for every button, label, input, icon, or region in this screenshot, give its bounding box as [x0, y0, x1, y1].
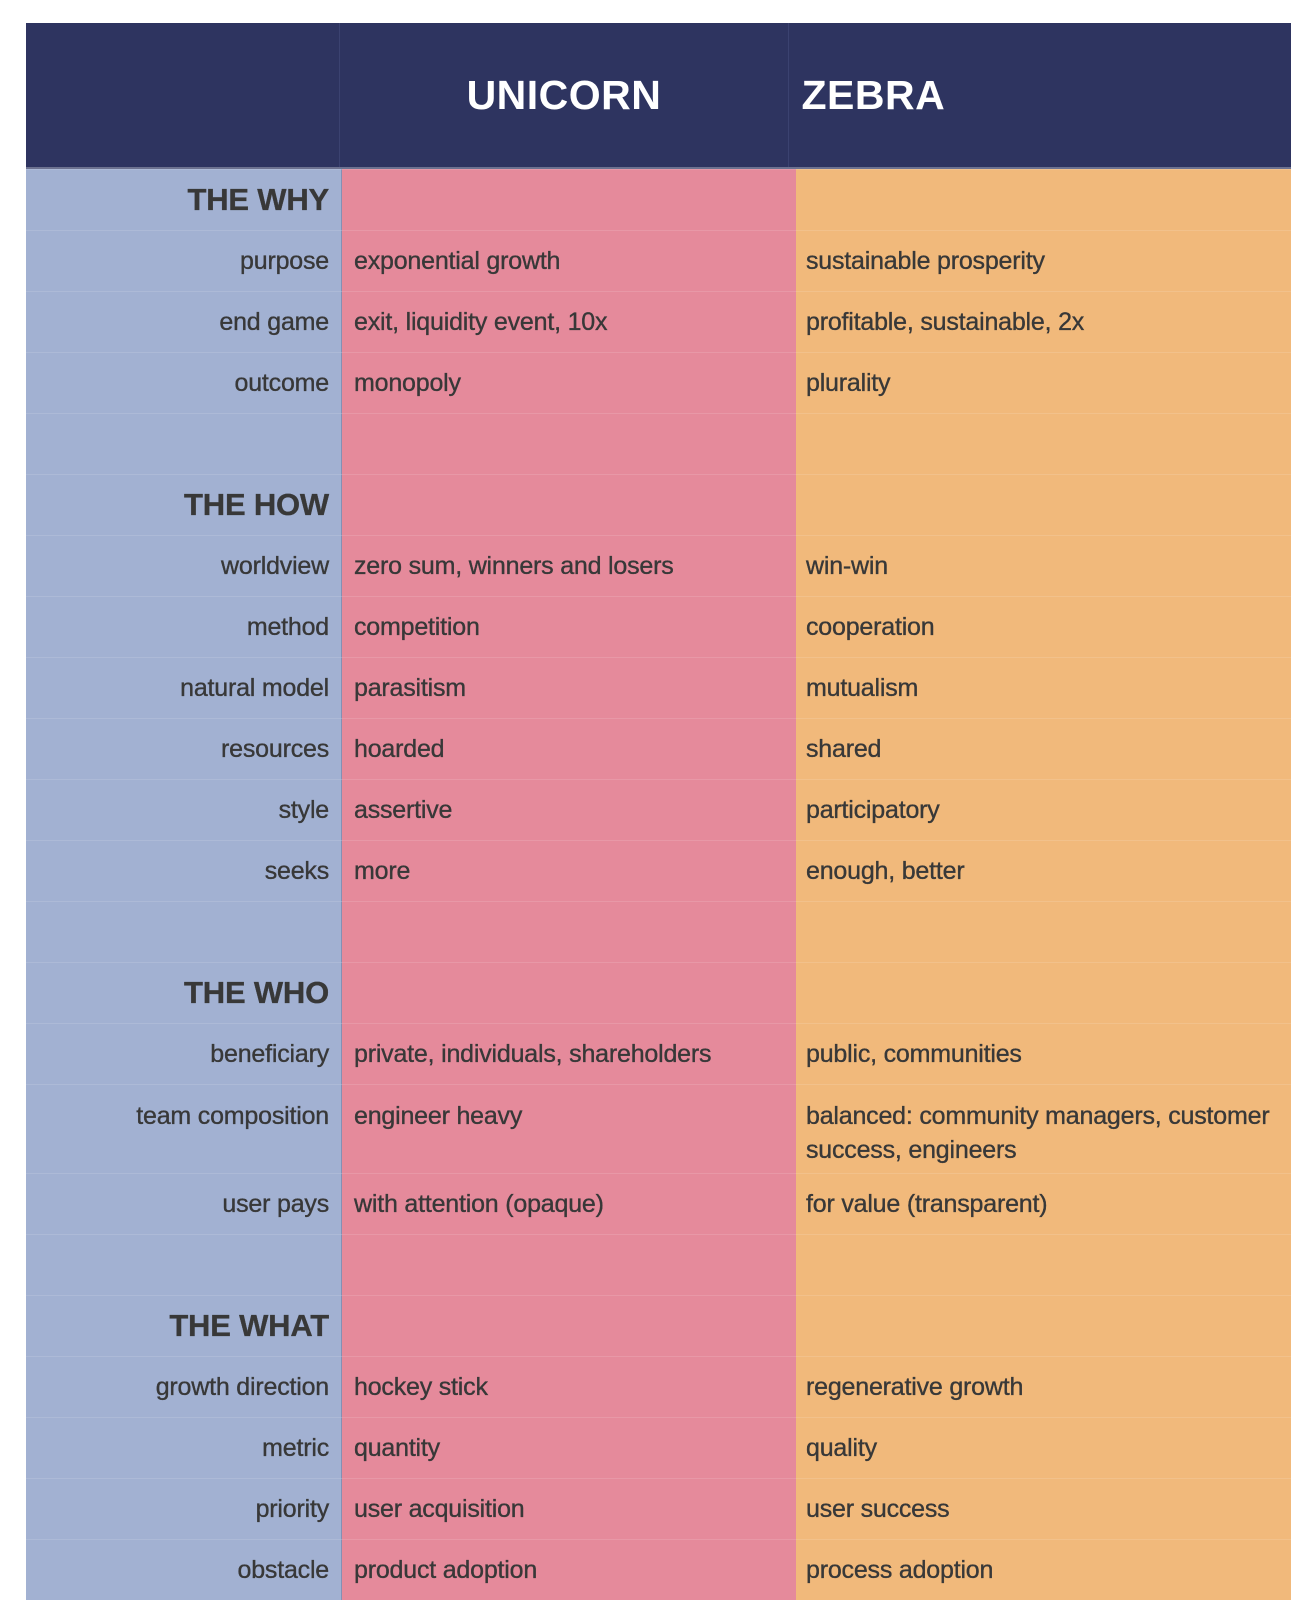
unicorn-cell: exit, liquidity event, 10x: [342, 291, 796, 352]
unicorn-cell: [342, 962, 796, 1023]
unicorn-cell: hoarded: [342, 718, 796, 779]
zebra-cell: balanced: community managers, customer s…: [796, 1084, 1291, 1173]
zebra-cell: for value (transparent): [796, 1173, 1291, 1234]
row-label: method: [26, 596, 342, 657]
row-label: THE HOW: [26, 474, 342, 535]
zebra-cell: [796, 413, 1291, 474]
section-header-row: THE WHAT: [26, 1295, 1291, 1356]
row-label: end game: [26, 291, 342, 352]
table-row: resources hoarded shared: [26, 718, 1291, 779]
row-label: [26, 413, 342, 474]
unicorn-cell: [342, 169, 796, 230]
zebra-cell: plurality: [796, 352, 1291, 413]
zebra-cell: profitable, sustainable, 2x: [796, 291, 1291, 352]
header-unicorn: UNICORN: [340, 23, 790, 167]
row-label: team composition: [26, 1084, 342, 1173]
table-row: style assertive participatory: [26, 779, 1291, 840]
table-row: purpose exponential growth sustainable pro…: [26, 230, 1291, 291]
unicorn-cell: with attention (opaque): [342, 1173, 796, 1234]
row-label: natural model: [26, 657, 342, 718]
zebra-cell: [796, 962, 1291, 1023]
section-header-row: THE HOW: [26, 474, 1291, 535]
zebra-cell: quality: [796, 1417, 1291, 1478]
row-label: seeks: [26, 840, 342, 901]
zebra-cell: sustainable prosperity: [796, 230, 1291, 291]
row-label: resources: [26, 718, 342, 779]
row-label: THE WHO: [26, 962, 342, 1023]
zebra-cell: mutualism: [796, 657, 1291, 718]
comparison-table: UNICORN ZEBRA THE WHY purpose exponential …: [26, 23, 1291, 1600]
unicorn-cell: user acquisition: [342, 1478, 796, 1539]
unicorn-cell: [342, 901, 796, 962]
table-header: UNICORN ZEBRA: [26, 23, 1291, 169]
unicorn-cell: [342, 413, 796, 474]
row-label: style: [26, 779, 342, 840]
unicorn-cell: parasitism: [342, 657, 796, 718]
table-row: natural model parasitism mutualism: [26, 657, 1291, 718]
zebra-cell: win-win: [796, 535, 1291, 596]
table-row: priority user acquisition user success: [26, 1478, 1291, 1539]
row-label: worldview: [26, 535, 342, 596]
zebra-cell: participatory: [796, 779, 1291, 840]
row-label: outcome: [26, 352, 342, 413]
table-row: beneficiary private, individuals, shareho…: [26, 1023, 1291, 1084]
table-row: team composition engineer heavy balanced: …: [26, 1084, 1291, 1173]
unicorn-cell: exponential growth: [342, 230, 796, 291]
unicorn-cell: [342, 474, 796, 535]
unicorn-cell: engineer heavy: [342, 1084, 796, 1173]
unicorn-cell: more: [342, 840, 796, 901]
zebra-cell: public, communities: [796, 1023, 1291, 1084]
table-body: THE WHY purpose exponential growth sustaina…: [26, 169, 1291, 1600]
table-row: metric quantity quality: [26, 1417, 1291, 1478]
row-label: THE WHAT: [26, 1295, 342, 1356]
unicorn-cell: [342, 1234, 796, 1295]
zebra-cell: regenerative growth: [796, 1356, 1291, 1417]
row-label: obstacle: [26, 1539, 342, 1600]
header-empty-cell: [26, 23, 340, 167]
unicorn-cell: monopoly: [342, 352, 796, 413]
row-label: THE WHY: [26, 169, 342, 230]
spacer-row: [26, 901, 1291, 962]
row-label: growth direction: [26, 1356, 342, 1417]
table-row: user pays with attention (opaque) for valu…: [26, 1173, 1291, 1234]
table-row: obstacle product adoption process adoption: [26, 1539, 1291, 1600]
row-label: purpose: [26, 230, 342, 291]
section-header-row: THE WHO: [26, 962, 1291, 1023]
unicorn-cell: [342, 1295, 796, 1356]
zebra-cell: cooperation: [796, 596, 1291, 657]
unicorn-cell: competition: [342, 596, 796, 657]
zebra-cell: user success: [796, 1478, 1291, 1539]
row-label: metric: [26, 1417, 342, 1478]
spacer-row: [26, 413, 1291, 474]
zebra-cell: [796, 169, 1291, 230]
zebra-cell: [796, 1234, 1291, 1295]
unicorn-cell: private, individuals, shareholders: [342, 1023, 796, 1084]
section-header-row: THE WHY: [26, 169, 1291, 230]
table-row: seeks more enough, better: [26, 840, 1291, 901]
unicorn-cell: hockey stick: [342, 1356, 796, 1417]
zebra-cell: enough, better: [796, 840, 1291, 901]
table-row: worldview zero sum, winners and losers win…: [26, 535, 1291, 596]
unicorn-cell: product adoption: [342, 1539, 796, 1600]
table-row: growth direction hockey stick regenerative…: [26, 1356, 1291, 1417]
row-label: beneficiary: [26, 1023, 342, 1084]
unicorn-cell: zero sum, winners and losers: [342, 535, 796, 596]
zebra-cell: process adoption: [796, 1539, 1291, 1600]
table-row: end game exit, liquidity event, 10x profit…: [26, 291, 1291, 352]
table-row: method competition cooperation: [26, 596, 1291, 657]
row-label: priority: [26, 1478, 342, 1539]
zebra-cell: shared: [796, 718, 1291, 779]
table-row: outcome monopoly plurality: [26, 352, 1291, 413]
unicorn-cell: assertive: [342, 779, 796, 840]
unicorn-cell: quantity: [342, 1417, 796, 1478]
spacer-row: [26, 1234, 1291, 1295]
row-label: [26, 901, 342, 962]
row-label: user pays: [26, 1173, 342, 1234]
row-label: [26, 1234, 342, 1295]
zebra-cell: [796, 474, 1291, 535]
zebra-cell: [796, 901, 1291, 962]
header-zebra: ZEBRA: [801, 71, 946, 118]
zebra-cell: [796, 1295, 1291, 1356]
